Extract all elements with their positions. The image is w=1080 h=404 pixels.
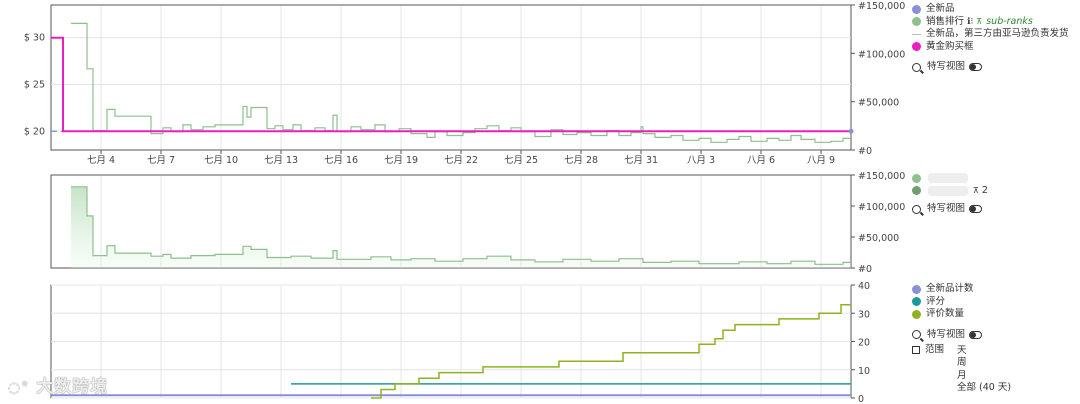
legend-item-fba[interactable]: 全新品，第三方由亚马逊负责发货 xyxy=(912,28,1069,41)
y-left-tick-label: $ 25 xyxy=(24,80,45,91)
closeup-toggle-3[interactable]: 特写视图 xyxy=(912,329,1011,342)
watermark-text: 大数跨境 xyxy=(36,377,109,397)
legend-swatch-fba xyxy=(912,33,921,35)
reviews-legend: 全新品计数 评分 评价数量 特写视图 范围 天 周 月 全部 (40 天) xyxy=(912,283,1011,395)
x-tick-label: 八月 3 xyxy=(687,155,715,166)
watermark: ◌° 大数跨境 xyxy=(8,372,108,397)
info-icon[interactable]: ℹ⁝ xyxy=(967,16,974,27)
x-tick-label: 七月 22 xyxy=(444,155,478,166)
plot-frame-1 xyxy=(50,4,852,151)
closeup-label-3: 特写视图 xyxy=(927,328,966,340)
x-tick-label: 七月 10 xyxy=(204,155,238,166)
toggle-icon[interactable] xyxy=(969,205,983,214)
series-line-sales-rank xyxy=(71,22,851,143)
search-icon xyxy=(912,62,921,72)
redacted-label xyxy=(928,185,968,196)
y-right-tick-label: 10 xyxy=(858,366,870,377)
series-end-marker xyxy=(848,128,854,134)
legend-item-rating[interactable]: 评分 xyxy=(912,296,1011,309)
series-line-rank xyxy=(71,186,851,265)
closeup-label-2: 特写视图 xyxy=(927,203,966,214)
sitemap-icon: ⊼ xyxy=(976,16,983,26)
series-line-buybox xyxy=(51,36,851,133)
y-right-tick-label: #150,000 xyxy=(858,1,905,12)
toggle-icon[interactable] xyxy=(969,330,983,339)
range-option-all[interactable]: 全部 (40 天) xyxy=(957,382,1012,393)
x-tick-label: 七月 7 xyxy=(147,155,175,166)
rank-legend: ⊼ 2 特写视图 xyxy=(912,172,988,216)
y-right-tick-label: 30 xyxy=(858,309,870,320)
legend-swatch-buybox xyxy=(912,42,921,52)
y-right-tick-label: #50,000 xyxy=(858,98,899,109)
legend-item-new[interactable]: 全新品 xyxy=(912,3,1069,16)
legend-swatch-review-count xyxy=(912,309,921,319)
legend-label-fba: 全新品，第三方由亚马逊负责发货 xyxy=(926,28,1069,39)
legend-label-new-count: 全新品计数 xyxy=(926,283,974,294)
sitemap-icon: ⊼ xyxy=(973,185,979,195)
series-area-rank xyxy=(71,186,851,268)
x-tick-label: 七月 19 xyxy=(384,155,418,166)
y-right-tick-label: #50,000 xyxy=(858,233,899,244)
x-tick-label: 七月 31 xyxy=(624,155,658,166)
legend-swatch-rank-b xyxy=(912,186,921,196)
legend-item-new-count[interactable]: 全新品计数 xyxy=(912,283,1011,296)
y-right-tick-label: #100,000 xyxy=(858,202,905,213)
sub-rank-count: 2 xyxy=(981,184,988,196)
legend-label-rating: 评分 xyxy=(926,295,946,307)
x-tick-label: 七月 25 xyxy=(504,155,538,166)
legend-label-sales-rank: 销售排行 xyxy=(926,15,965,27)
closeup-toggle-1[interactable]: 特写视图 xyxy=(912,61,1069,74)
series-line-review-count xyxy=(371,304,851,399)
legend-swatch-new xyxy=(912,4,921,14)
range-selector: 范围 xyxy=(912,344,1011,357)
range-option-month[interactable]: 月 xyxy=(957,369,967,381)
range-label: 范围 xyxy=(925,344,945,355)
legend-swatch-rank-a xyxy=(912,173,921,183)
closeup-label-1: 特写视图 xyxy=(927,61,966,72)
y-left-tick-label: $ 20 xyxy=(24,126,45,137)
plot-frame-2 xyxy=(50,174,852,269)
y-right-tick-label: 40 xyxy=(858,281,870,292)
legend-item-rank-a[interactable] xyxy=(912,172,988,185)
search-icon xyxy=(912,330,921,340)
redacted-label xyxy=(928,173,968,184)
legend-swatch-sales-rank xyxy=(912,17,921,27)
legend-label-new: 全新品 xyxy=(926,3,955,14)
x-tick-label: 七月 13 xyxy=(264,155,298,166)
x-tick-label: 八月 9 xyxy=(807,155,835,166)
legend-item-buybox[interactable]: 黄金购买框 xyxy=(912,41,1069,54)
y-right-tick-label: #150,000 xyxy=(858,171,905,182)
watermark-logo-icon: ◌° xyxy=(8,380,30,396)
y-right-tick-label: #100,000 xyxy=(858,49,905,60)
search-icon xyxy=(912,204,921,214)
y-right-tick-label: #0 xyxy=(858,264,872,275)
legend-swatch-new-count xyxy=(912,284,921,294)
range-option-week[interactable]: 周 xyxy=(957,357,967,368)
y-right-tick-label: 0 xyxy=(858,394,864,404)
toggle-icon[interactable] xyxy=(969,63,983,72)
legend-swatch-rating xyxy=(912,297,921,307)
legend-item-review-count[interactable]: 评价数量 xyxy=(912,308,1011,321)
calendar-icon xyxy=(912,346,920,355)
legend-item-rank-b[interactable]: ⊼ 2 xyxy=(912,185,988,198)
y-right-tick-label: #0 xyxy=(858,146,872,157)
legend-label-review-count: 评价数量 xyxy=(926,308,965,319)
range-option-day[interactable]: 天 xyxy=(957,344,967,356)
x-tick-label: 七月 4 xyxy=(87,155,115,166)
x-tick-label: 七月 16 xyxy=(324,155,358,166)
legend-label-buybox: 黄金购买框 xyxy=(926,40,974,52)
sub-ranks-link[interactable]: sub-ranks xyxy=(986,15,1033,27)
x-tick-label: 八月 6 xyxy=(747,155,775,166)
y-left-tick-label: $ 30 xyxy=(24,33,45,44)
y-right-tick-label: 20 xyxy=(858,338,870,349)
legend-item-sales-rank[interactable]: 销售排行 ℹ⁝ ⊼ sub-ranks xyxy=(912,16,1069,29)
x-tick-label: 七月 28 xyxy=(564,155,598,166)
closeup-toggle-2[interactable]: 特写视图 xyxy=(912,203,988,216)
price-legend: 全新品 销售排行 ℹ⁝ ⊼ sub-ranks 全新品，第三方由亚马逊负责发货 黄… xyxy=(912,3,1069,74)
